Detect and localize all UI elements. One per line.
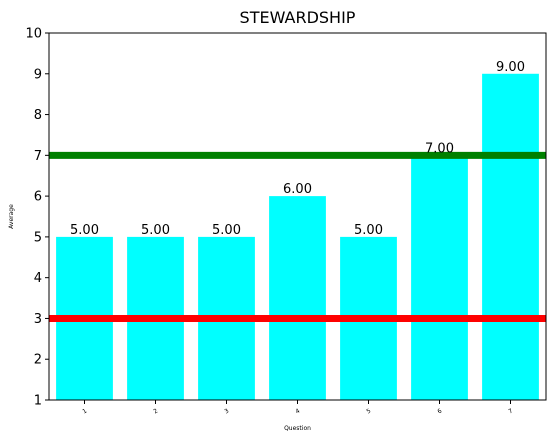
x-tick-label: 1 <box>81 407 88 415</box>
bar-question-4 <box>269 196 326 400</box>
bar-value-label: 6.00 <box>283 182 312 197</box>
bar-value-label: 5.00 <box>70 223 99 238</box>
y-tick-label: 1 <box>34 394 42 409</box>
bar-value-label: 9.00 <box>496 60 525 75</box>
x-tick-label: 4 <box>294 407 301 415</box>
bar-value-label: 7.00 <box>425 141 454 156</box>
y-tick-label: 8 <box>34 108 42 123</box>
bar-question-7 <box>482 73 539 401</box>
x-tick-label: 2 <box>152 407 159 415</box>
x-tick-label: 6 <box>436 407 443 415</box>
y-tick-label: 10 <box>25 27 42 42</box>
bar-value-label: 5.00 <box>212 223 241 238</box>
y-tick-label: 4 <box>34 271 42 286</box>
y-tick-label: 6 <box>34 190 42 205</box>
y-tick-label: 2 <box>34 353 42 368</box>
bar-question-6 <box>411 155 468 400</box>
x-axis-label: Question <box>284 425 311 432</box>
bar-value-label: 5.00 <box>141 223 170 238</box>
y-axis-label: Average <box>8 204 15 229</box>
bar-value-label: 5.00 <box>354 223 383 238</box>
y-tick-label: 3 <box>34 312 42 327</box>
y-tick-label: 5 <box>34 230 42 245</box>
y-tick-label: 9 <box>34 67 42 82</box>
x-tick-label: 3 <box>223 407 230 415</box>
y-tick-label: 7 <box>34 149 42 164</box>
chart-title: STEWARDSHIP <box>240 8 356 27</box>
x-tick-label: 5 <box>365 407 372 415</box>
x-tick-label: 7 <box>507 407 514 415</box>
